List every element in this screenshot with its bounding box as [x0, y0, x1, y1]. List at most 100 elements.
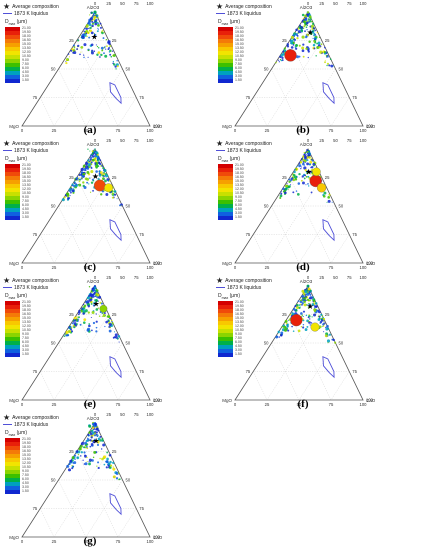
inclusion-point — [306, 150, 309, 153]
tick-label: 75 — [347, 138, 352, 143]
inclusion-point — [95, 427, 99, 431]
tick-label: 75 — [33, 95, 38, 100]
inclusion-point — [103, 47, 105, 49]
inclusion-point — [291, 325, 293, 328]
colorbar-swatch — [218, 321, 233, 325]
colorbar-tick: 10.50 — [235, 328, 244, 332]
colorbar-swatch — [5, 55, 20, 59]
legend-label: 1873 K liquidus — [14, 285, 49, 291]
ternary-grid — [40, 40, 137, 127]
inclusion-point — [303, 25, 306, 28]
inclusion-point — [116, 60, 118, 62]
inclusion-point — [85, 439, 88, 443]
inclusion-point — [75, 183, 78, 186]
colorbar-swatch — [218, 212, 233, 216]
colorbar-swatch — [218, 180, 233, 184]
tick-label: 25 — [69, 38, 74, 43]
colorbar-swatch — [218, 341, 233, 345]
colorbar-swatch — [5, 63, 20, 67]
inclusion-point — [322, 319, 324, 321]
inclusion-point — [79, 178, 82, 181]
inclusion-point — [93, 434, 97, 437]
inclusion-point — [278, 336, 280, 338]
inclusion-point — [68, 463, 70, 465]
legend-liquidus: 1873 K liquidus — [216, 11, 261, 17]
colorbar-swatch — [5, 442, 20, 446]
inclusion-point — [103, 178, 105, 181]
inclusion-point — [83, 185, 87, 189]
inclusion-point — [84, 27, 86, 30]
inclusion-point — [99, 26, 102, 29]
inclusion-point — [305, 314, 308, 317]
inclusion-point — [98, 315, 101, 317]
grid-line — [298, 68, 336, 127]
tick-label: 50 — [51, 341, 56, 346]
tick-label: 25 — [325, 175, 330, 180]
inclusion-point — [70, 192, 72, 194]
inclusion-point — [298, 44, 301, 47]
inclusion-point — [307, 287, 311, 291]
tick-label: 50 — [84, 402, 89, 407]
inclusion-point — [95, 320, 98, 323]
inclusion-point — [83, 168, 87, 171]
inclusion-point — [309, 153, 312, 155]
colorbar-tick: 13.50 — [22, 183, 31, 187]
inclusion-point — [76, 179, 78, 181]
inclusion-point — [292, 178, 296, 182]
inclusion-point — [327, 199, 331, 203]
tick-label: 0 — [21, 128, 24, 133]
inclusion-point — [93, 33, 97, 37]
vertex-label-mgo: MgO — [9, 535, 19, 540]
inclusion-point — [312, 37, 314, 39]
tick-label: 75 — [134, 1, 139, 6]
legend-label: Average composition — [12, 415, 59, 421]
tick-label: 100 — [366, 261, 374, 266]
inclusion-point — [287, 320, 289, 322]
tick-label: 100 — [147, 265, 155, 270]
inclusion-point — [83, 54, 85, 56]
inclusion-point — [303, 177, 306, 180]
colorbar-tick: 6.00 — [22, 340, 29, 344]
tick-label: 100 — [147, 128, 155, 133]
colorbar-swatch — [5, 321, 20, 325]
legend-average-composition: ★ Average composition — [3, 2, 59, 11]
inclusion-point — [99, 171, 103, 174]
vertex-label-cao: CaO — [153, 398, 163, 403]
inclusion-point — [293, 33, 296, 36]
legend-label: 1873 K liquidus — [227, 11, 262, 17]
legend-liquidus: 1873 K liquidus — [216, 285, 261, 291]
inclusion-point — [96, 53, 99, 56]
colorbar-swatch — [5, 349, 20, 353]
colorbar-swatch — [218, 317, 233, 321]
inclusion-point — [295, 44, 298, 47]
large-inclusion-point — [312, 167, 321, 177]
inclusion-point — [311, 159, 314, 162]
inclusion-point — [96, 159, 99, 162]
ternary-grid — [40, 314, 137, 401]
inclusion-point — [104, 179, 107, 183]
inclusion-point — [87, 296, 91, 300]
colorbar-swatch — [5, 341, 20, 345]
inclusion-point — [87, 433, 90, 436]
inclusion-point — [82, 312, 85, 315]
inclusion-point — [77, 453, 80, 456]
inclusion-point — [105, 460, 109, 464]
colorbar-tick: 4.50 — [235, 70, 242, 74]
inclusion-point — [109, 53, 112, 56]
ternary-grid — [40, 177, 137, 264]
legend-label: Average composition — [12, 141, 59, 147]
inclusion-point — [94, 164, 99, 168]
tick-label: 75 — [134, 412, 139, 417]
inclusion-point — [96, 465, 98, 467]
inclusion-point — [310, 159, 312, 161]
grid-line — [266, 177, 322, 264]
tick-label: 25 — [52, 128, 57, 133]
legend-average-composition: ★ Average composition — [3, 139, 59, 148]
inclusion-point — [314, 305, 316, 307]
tick-label: 100 — [360, 265, 368, 270]
vertex-label-cao: CaO — [153, 535, 163, 540]
inclusion-point — [310, 24, 314, 28]
colorbar-tick: 6.00 — [235, 66, 242, 70]
colorbar-title: Dmax (μm) — [5, 430, 28, 437]
panel-caption: (e) — [83, 398, 97, 410]
